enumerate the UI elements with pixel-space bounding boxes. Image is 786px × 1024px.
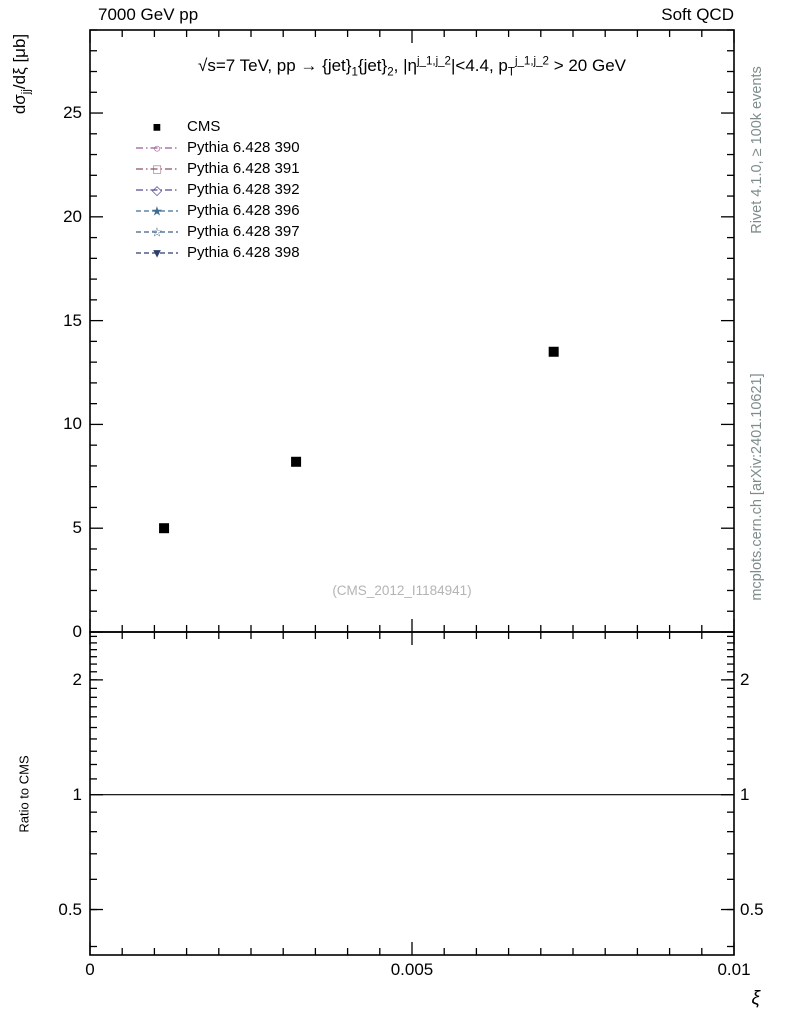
plot-title: √s=7 TeV, pp → {jet}1{jet}2, |ηj_1,j_2|<… — [197, 55, 626, 79]
analysis-watermark: (CMS_2012_I1184941) — [332, 583, 472, 598]
rivet-version-note: Rivet 4.1.0, ≥ 100k events — [749, 66, 765, 234]
legend-item: ▼ Pythia 6.428 398 — [134, 242, 300, 263]
data-point — [291, 456, 302, 467]
legend-marker-icon: ▼ — [136, 245, 178, 260]
legend-marker-icon: ☆ — [136, 224, 178, 239]
legend-item: ○ Pythia 6.428 390 — [134, 137, 300, 158]
legend-label: Pythia 6.428 397 — [187, 223, 300, 240]
y-ratio-tick-label: 2 — [72, 669, 82, 689]
legend-label: Pythia 6.428 391 — [187, 160, 300, 177]
y-ratio-tick-label: 1 — [72, 784, 82, 804]
process-group-label: Soft QCD — [661, 5, 734, 24]
y-ratio-tick-label: 0.5 — [58, 899, 82, 919]
legend-marker-icon: ◇ — [136, 182, 178, 197]
legend-label: Pythia 6.428 396 — [187, 202, 300, 219]
legend-item: □ Pythia 6.428 391 — [134, 158, 300, 179]
legend-label: CMS — [187, 118, 221, 135]
x-tick-label: 0.01 — [717, 960, 751, 979]
legend-label: Pythia 6.428 390 — [187, 139, 300, 156]
y-ratio-tick-label-right: 0.5 — [740, 899, 764, 919]
x-tick-label: 0.005 — [390, 960, 434, 979]
y-ratio-tick-label-right: 2 — [740, 669, 750, 689]
data-point — [159, 523, 170, 534]
legend-marker-icon: ○ — [136, 140, 178, 155]
y-main-tick-label: 25 — [63, 103, 82, 123]
y-main-tick-label: 20 — [63, 206, 82, 226]
legend-marker-icon: ■ — [152, 118, 162, 134]
legend: ■ CMS ○ Pythia 6.428 390 □ Pythia 6.428 391 ◇ P… — [134, 116, 300, 263]
x-axis-label: ξ — [751, 988, 761, 1009]
y-axis-label: dσjj/dξ [μb] — [10, 33, 33, 115]
legend-item: ■ CMS — [134, 116, 300, 137]
y-main-tick-label: 10 — [63, 414, 82, 434]
beam-energy-label: 7000 GeV pp — [98, 5, 199, 24]
data-point — [548, 346, 559, 357]
y-main-tick-label: 5 — [72, 518, 82, 538]
legend-marker-icon: □ — [136, 161, 178, 176]
legend-item: ◇ Pythia 6.428 392 — [134, 179, 300, 200]
x-tick-label: 0 — [85, 960, 95, 979]
y-ratio-tick-label-right: 1 — [740, 784, 750, 804]
mcplots-attribution-note: mcplots.cern.ch [arXiv:2401.10621] — [749, 373, 765, 601]
legend-label: Pythia 6.428 398 — [187, 244, 300, 261]
legend-label: Pythia 6.428 392 — [187, 181, 300, 198]
legend-item: ☆ Pythia 6.428 397 — [134, 221, 300, 242]
legend-item: ★ Pythia 6.428 396 — [134, 200, 300, 221]
legend-marker-icon: ★ — [136, 203, 178, 218]
y-main-tick-label: 0 — [72, 622, 82, 641]
y-main-tick-label: 15 — [63, 310, 82, 330]
